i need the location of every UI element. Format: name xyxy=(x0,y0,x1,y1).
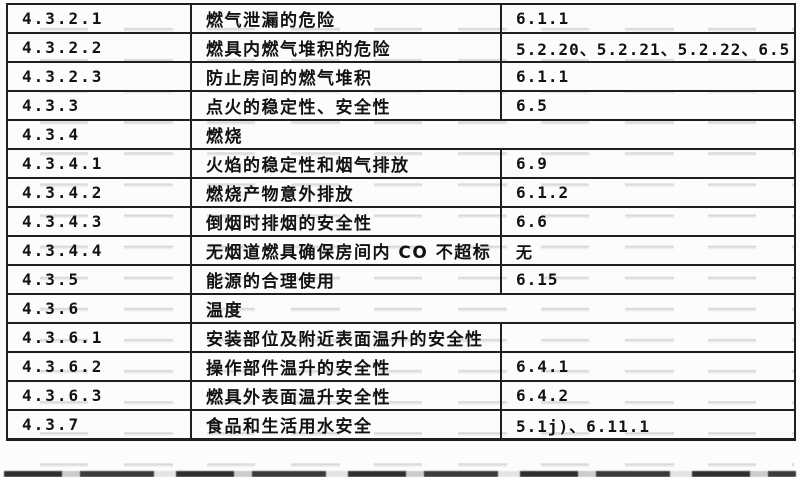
clause-number-cell: 4.3.3 xyxy=(6,90,192,121)
table-row: 4.3.5 能源的合理使用 6.15 xyxy=(6,264,796,295)
requirement-item-cell: 能源的合理使用 xyxy=(190,264,502,295)
table-row: 4.3.2.3 防止房间的燃气堆积 6.1.1 xyxy=(6,61,796,92)
table-row: 4.3.6 温度 xyxy=(6,293,796,324)
requirement-item-cell: 食品和生活用水安全 xyxy=(190,409,502,441)
clause-number-cell: 4.3.5 xyxy=(6,264,192,295)
requirement-item-cell: 倒烟时排烟的安全性 xyxy=(190,206,502,237)
table-row: 4.3.6.1 安装部位及附近表面温升的安全性 xyxy=(6,322,796,353)
clause-number-cell: 4.3.6.2 xyxy=(6,351,192,382)
reference-clause-cell: 6.1.1 xyxy=(500,3,796,34)
reference-clause-cell: 无 xyxy=(500,235,796,266)
clause-number-cell: 4.3.4 xyxy=(6,119,192,150)
clause-number-cell: 4.3.7 xyxy=(6,409,192,441)
reference-clause-cell: 6.5 xyxy=(500,90,796,121)
table-row: 4.3.6.3 燃具外表面温升安全性 6.4.2 xyxy=(6,380,796,411)
clause-number-cell: 4.3.2.2 xyxy=(6,32,192,63)
reference-clause-cell: 5.2.20、5.2.21、5.2.22、6.5 xyxy=(500,32,796,63)
requirement-item-cell: 操作部件温升的安全性 xyxy=(190,351,502,382)
requirement-item-cell: 燃烧产物意外排放 xyxy=(190,177,502,208)
table-row: 4.3.4.4 无烟道燃具确保房间内 CO 不超标无 xyxy=(6,235,796,266)
reference-clause-cell xyxy=(500,322,796,353)
table-row: 4.3.7 食品和生活用水安全 5.1j)、6.11.1 xyxy=(6,409,796,441)
clause-number-cell: 4.3.4.2 xyxy=(6,177,192,208)
clause-number-cell: 4.3.4.4 xyxy=(6,235,192,266)
requirement-item-cell: 燃具外表面温升安全性 xyxy=(190,380,502,411)
requirement-item-cell: 燃具内燃气堆积的危险 xyxy=(190,32,502,63)
requirement-item-cell: 无烟道燃具确保房间内 CO 不超标 xyxy=(190,235,502,266)
table-row: 4.3.4.3 倒烟时排烟的安全性 6.6 xyxy=(6,206,796,237)
requirement-item-cell: 燃气泄漏的危险 xyxy=(190,3,502,34)
clause-number-cell: 4.3.4.3 xyxy=(6,206,192,237)
reference-clause-cell: 6.15 xyxy=(500,264,796,295)
table-body: 4.3.2.1 燃气泄漏的危险 6.1.1 4.3.2.2 燃具内燃气堆积的危险 5.2.… xyxy=(6,3,796,441)
table-row: 4.3.6.2 操作部件温升的安全性 6.4.1 xyxy=(6,351,796,382)
reference-clause-cell: 6.1.2 xyxy=(500,177,796,208)
clause-number-cell: 4.3.6.3 xyxy=(6,380,192,411)
reference-clause-cell: 6.9 xyxy=(500,148,796,179)
table-row: 4.3.4 燃烧 xyxy=(6,119,796,150)
clause-number-cell: 4.3.2.1 xyxy=(6,3,192,34)
requirement-item-cell: 温度 xyxy=(190,293,796,324)
table-row: 4.3.2.1 燃气泄漏的危险 6.1.1 xyxy=(6,3,796,34)
table-row: 4.3.2.2 燃具内燃气堆积的危险 5.2.20、5.2.21、5.2.22、6.… xyxy=(6,32,796,63)
reference-clause-cell: 5.1j)、6.11.1 xyxy=(500,409,796,441)
requirement-item-cell: 防止房间的燃气堆积 xyxy=(190,61,502,92)
requirement-item-cell: 火焰的稳定性和烟气排放 xyxy=(190,148,502,179)
bottom-scan-smudge xyxy=(4,471,796,477)
requirement-item-cell: 安装部位及附近表面温升的安全性 xyxy=(190,322,502,353)
reference-clause-cell: 6.4.2 xyxy=(500,380,796,411)
reference-clause-cell: 6.6 xyxy=(500,206,796,237)
requirement-item-cell: 燃烧 xyxy=(190,119,796,150)
table-row: 4.3.4.2 燃烧产物意外排放 6.1.2 xyxy=(6,177,796,208)
table-row: 4.3.4.1 火焰的稳定性和烟气排放 6.9 xyxy=(6,148,796,179)
clause-number-cell: 4.3.6 xyxy=(6,293,192,324)
requirement-item-cell: 点火的稳定性、安全性 xyxy=(190,90,502,121)
clause-number-cell: 4.3.6.1 xyxy=(6,322,192,353)
table-row: 4.3.3 点火的稳定性、安全性 6.5 xyxy=(6,90,796,121)
clause-number-cell: 4.3.2.3 xyxy=(6,61,192,92)
reference-clause-cell: 6.1.1 xyxy=(500,61,796,92)
clause-number-cell: 4.3.4.1 xyxy=(6,148,192,179)
requirements-mapping-table: 4.3.2.1 燃气泄漏的危险 6.1.1 4.3.2.2 燃具内燃气堆积的危险 5.2.… xyxy=(6,3,796,441)
reference-clause-cell: 6.4.1 xyxy=(500,351,796,382)
